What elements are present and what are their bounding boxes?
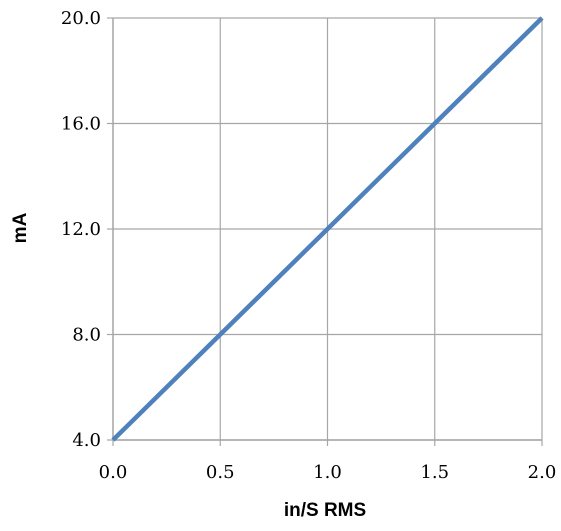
- x-tick-label-2: 1.0: [313, 462, 342, 483]
- y-tick-label-2: 12.0: [61, 219, 101, 240]
- x-tick-label-1: 0.5: [206, 462, 235, 483]
- series-layer: [111, 16, 544, 442]
- y-tick-label-1: 8.0: [72, 325, 101, 346]
- tick-layer: 0.0 0.5 1.0 1.5 2.0 4.0 8.0 12.0 16.0 20.0: [61, 8, 556, 483]
- x-tick-label-0: 0.0: [99, 462, 128, 483]
- x-tick-label-4: 2.0: [528, 462, 557, 483]
- y-tick-label-3: 16.0: [61, 114, 101, 135]
- series-line-0: [111, 16, 544, 442]
- y-tick-label-0: 4.0: [72, 430, 101, 451]
- y-axis-title: mA: [10, 212, 31, 243]
- axis-layer: [107, 17, 543, 446]
- x-tick-label-3: 1.5: [420, 462, 449, 483]
- y-tick-label-4: 20.0: [61, 8, 101, 29]
- x-axis-title: in/S RMS: [284, 500, 366, 521]
